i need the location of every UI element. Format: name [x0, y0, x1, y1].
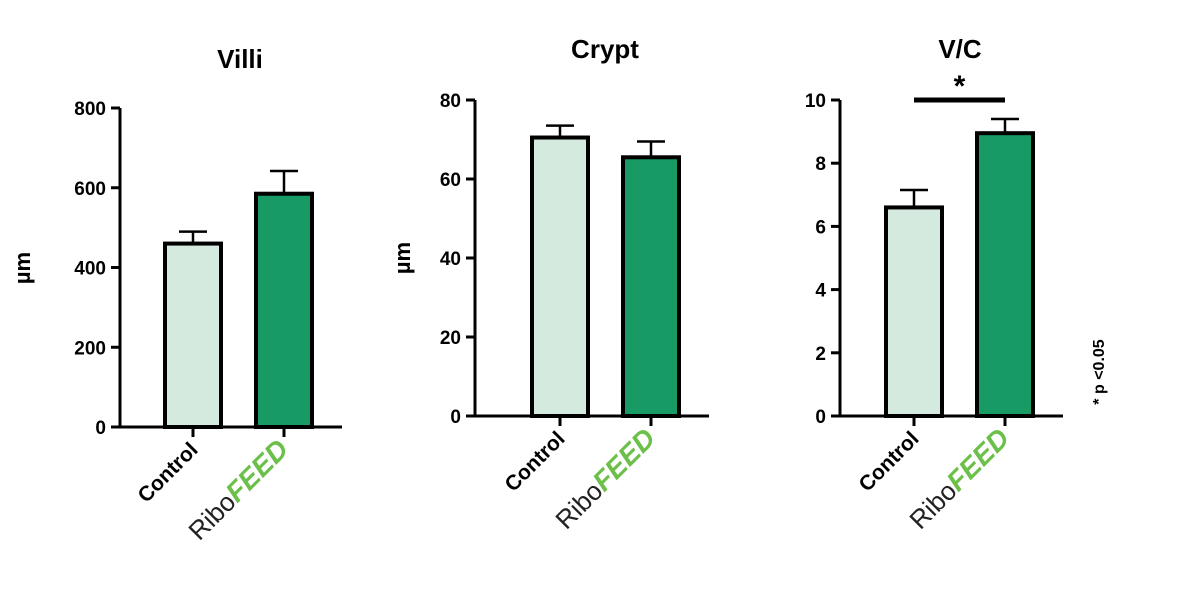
ribofeed-logo-feed: FEED [941, 422, 1016, 497]
bar-control [530, 135, 590, 418]
y-tick-label: 600 [74, 179, 106, 200]
x-category-label: Control [500, 427, 569, 496]
y-tick-label: 0 [95, 418, 106, 439]
significance-star: * [954, 70, 966, 103]
y-tick-label: 8 [815, 154, 826, 175]
bar-ribofeed [254, 191, 314, 429]
chart-title: Crypt [571, 34, 639, 64]
p-value-note: * p <0.05 [1091, 339, 1108, 404]
y-tick-label: 20 [440, 328, 461, 349]
x-category-label: Control [133, 438, 202, 507]
y-tick-label: 10 [805, 91, 826, 112]
y-tick-label: 6 [815, 217, 826, 238]
bar-ribofeed [621, 155, 681, 418]
bar-ribofeed [975, 131, 1035, 418]
y-tick-label: 4 [815, 281, 826, 302]
ribofeed-logo-feed: FEED [587, 422, 662, 497]
chart-title: V/C [938, 34, 982, 64]
x-category-label-ribofeed: RiboFEED [903, 422, 1016, 535]
y-tick-label: 200 [74, 338, 106, 359]
y-tick-label: 80 [440, 91, 461, 112]
y-axis-label: µm [390, 242, 415, 274]
x-category-label: Control [854, 427, 923, 496]
y-tick-label: 0 [815, 407, 826, 428]
chart-title: Villi [217, 44, 263, 74]
bar-control [884, 205, 944, 418]
bar-control [163, 241, 223, 429]
y-tick-label: 60 [440, 170, 461, 191]
y-tick-label: 0 [450, 407, 461, 428]
y-tick-label: 400 [74, 259, 106, 280]
ribofeed-logo-feed: FEED [220, 433, 295, 508]
x-category-label-ribofeed: RiboFEED [182, 433, 295, 546]
y-tick-label: 2 [815, 344, 826, 365]
y-tick-label: 40 [440, 249, 461, 270]
y-tick-label: 800 [74, 99, 106, 120]
y-axis-label: µm [10, 252, 35, 284]
x-category-label-ribofeed: RiboFEED [549, 422, 662, 535]
